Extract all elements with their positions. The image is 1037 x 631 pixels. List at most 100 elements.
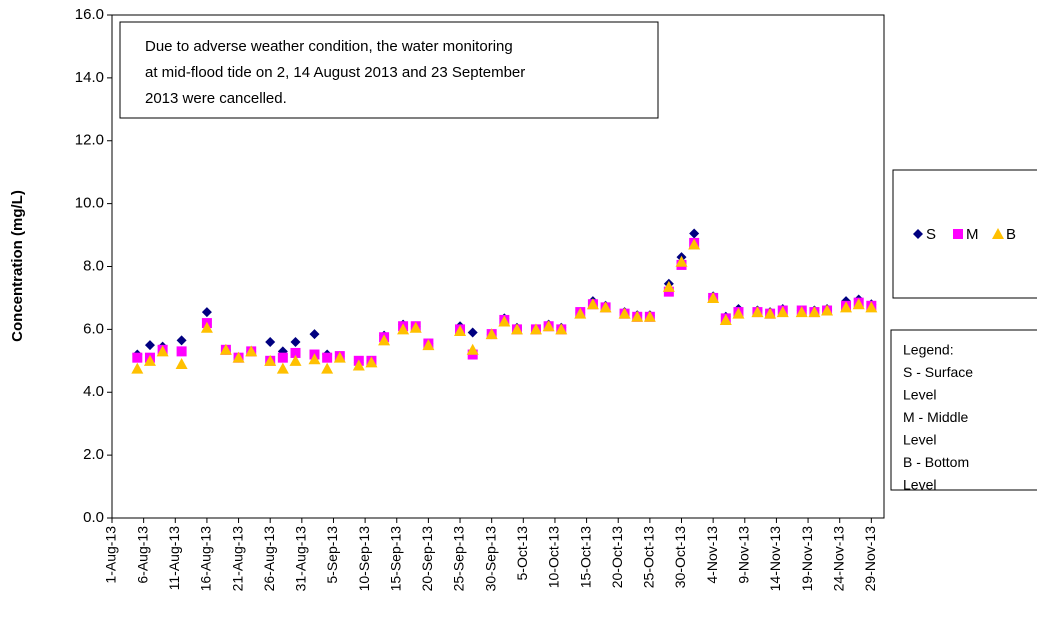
y-tick-label: 8.0: [83, 257, 104, 274]
data-point: [662, 280, 675, 292]
data-point: [542, 320, 555, 332]
legend-label: B: [1006, 226, 1016, 243]
x-tick-label: 25-Oct-13: [641, 526, 657, 588]
legend-note-line: B - Bottom: [903, 454, 969, 470]
data-point: [352, 359, 365, 371]
data-point: [852, 298, 865, 310]
data-point: [264, 354, 277, 366]
data-point: [176, 346, 187, 357]
data-point: [131, 362, 144, 374]
data-point: [289, 354, 302, 366]
x-tick-label: 10-Sep-13: [356, 526, 372, 592]
x-tick-label: 5-Oct-13: [514, 526, 530, 581]
legend-note-box: [890, 329, 1037, 491]
data-point: [485, 328, 498, 340]
data-point: [631, 310, 644, 322]
legend-marker: [992, 228, 1004, 239]
data-point: [840, 301, 853, 313]
legend-note-line: Level: [903, 477, 936, 493]
data-point: [333, 351, 346, 363]
x-tick-label: 9-Nov-13: [735, 526, 751, 584]
y-tick-label: 4.0: [83, 383, 104, 400]
data-point: [776, 306, 789, 318]
data-point: [365, 356, 378, 368]
data-point: [599, 301, 612, 313]
data-point: [466, 343, 479, 355]
data-point: [574, 307, 587, 319]
annotation-line: Due to adverse weather condition, the wa…: [145, 38, 513, 55]
legend-note-line: M - Middle: [903, 409, 969, 425]
x-tick-label: 15-Sep-13: [387, 526, 403, 592]
x-tick-label: 31-Aug-13: [293, 526, 309, 592]
data-point: [176, 335, 187, 346]
data-point: [675, 255, 688, 267]
data-point: [290, 347, 301, 358]
y-tick-label: 6.0: [83, 320, 104, 337]
data-point: [175, 357, 188, 369]
x-tick-label: 15-Oct-13: [577, 526, 593, 588]
legend-note-line: Level: [903, 387, 936, 403]
y-tick-label: 10.0: [75, 195, 104, 212]
x-tick-label: 5-Sep-13: [324, 526, 340, 584]
legend-note-line: Level: [903, 432, 936, 448]
x-tick-label: 6-Aug-13: [134, 526, 150, 584]
data-point: [586, 298, 599, 310]
data-point: [719, 313, 732, 325]
data-point: [290, 336, 301, 347]
x-tick-label: 21-Aug-13: [229, 526, 245, 592]
y-tick-label: 16.0: [75, 6, 104, 23]
legend-marker: [953, 229, 963, 239]
x-tick-label: 1-Aug-13: [103, 526, 119, 584]
legend-note-line: Legend:: [903, 342, 954, 358]
data-point: [308, 353, 321, 365]
data-point: [309, 329, 320, 340]
data-point: [467, 327, 478, 338]
y-tick-label: 12.0: [75, 132, 104, 149]
x-tick-label: 26-Aug-13: [261, 526, 277, 592]
x-tick-label: 25-Sep-13: [451, 526, 467, 592]
data-point: [321, 362, 334, 374]
x-tick-label: 14-Nov-13: [767, 526, 783, 592]
data-point: [143, 354, 156, 366]
y-tick-label: 2.0: [83, 446, 104, 463]
y-tick-label: 0.0: [83, 509, 104, 526]
data-point: [529, 323, 542, 335]
data-point: [689, 228, 700, 239]
data-point: [498, 315, 511, 327]
data-point: [821, 304, 834, 316]
legend-label: M: [966, 226, 979, 243]
data-point: [865, 301, 878, 313]
x-tick-label: 11-Aug-13: [166, 526, 182, 591]
annotation-line: 2013 were cancelled.: [145, 90, 287, 107]
data-point: [618, 307, 631, 319]
data-point: [409, 321, 422, 333]
data-point: [200, 321, 213, 333]
data-point: [808, 306, 821, 318]
data-point: [232, 351, 245, 363]
data-point: [219, 343, 232, 355]
y-tick-label: 14.0: [75, 69, 104, 86]
data-point: [732, 307, 745, 319]
data-point: [144, 340, 155, 351]
x-tick-label: 30-Sep-13: [482, 526, 498, 592]
data-point: [454, 324, 467, 336]
data-point: [510, 323, 523, 335]
data-point: [265, 336, 276, 347]
legend-marker: [913, 229, 923, 239]
x-tick-label: 20-Sep-13: [419, 526, 435, 592]
data-point: [322, 352, 333, 363]
data-point: [707, 291, 720, 303]
data-point: [397, 323, 410, 335]
data-point: [688, 238, 701, 250]
x-tick-label: 24-Nov-13: [830, 526, 846, 592]
data-point: [277, 352, 288, 363]
annotation-box: [119, 21, 659, 119]
y-axis-label: Concentration (mg/L): [9, 190, 26, 342]
x-tick-label: 4-Nov-13: [704, 526, 720, 584]
data-point: [764, 307, 777, 319]
data-point: [276, 362, 289, 374]
data-point: [156, 345, 169, 357]
x-tick-label: 16-Aug-13: [198, 526, 214, 592]
data-point: [555, 323, 568, 335]
